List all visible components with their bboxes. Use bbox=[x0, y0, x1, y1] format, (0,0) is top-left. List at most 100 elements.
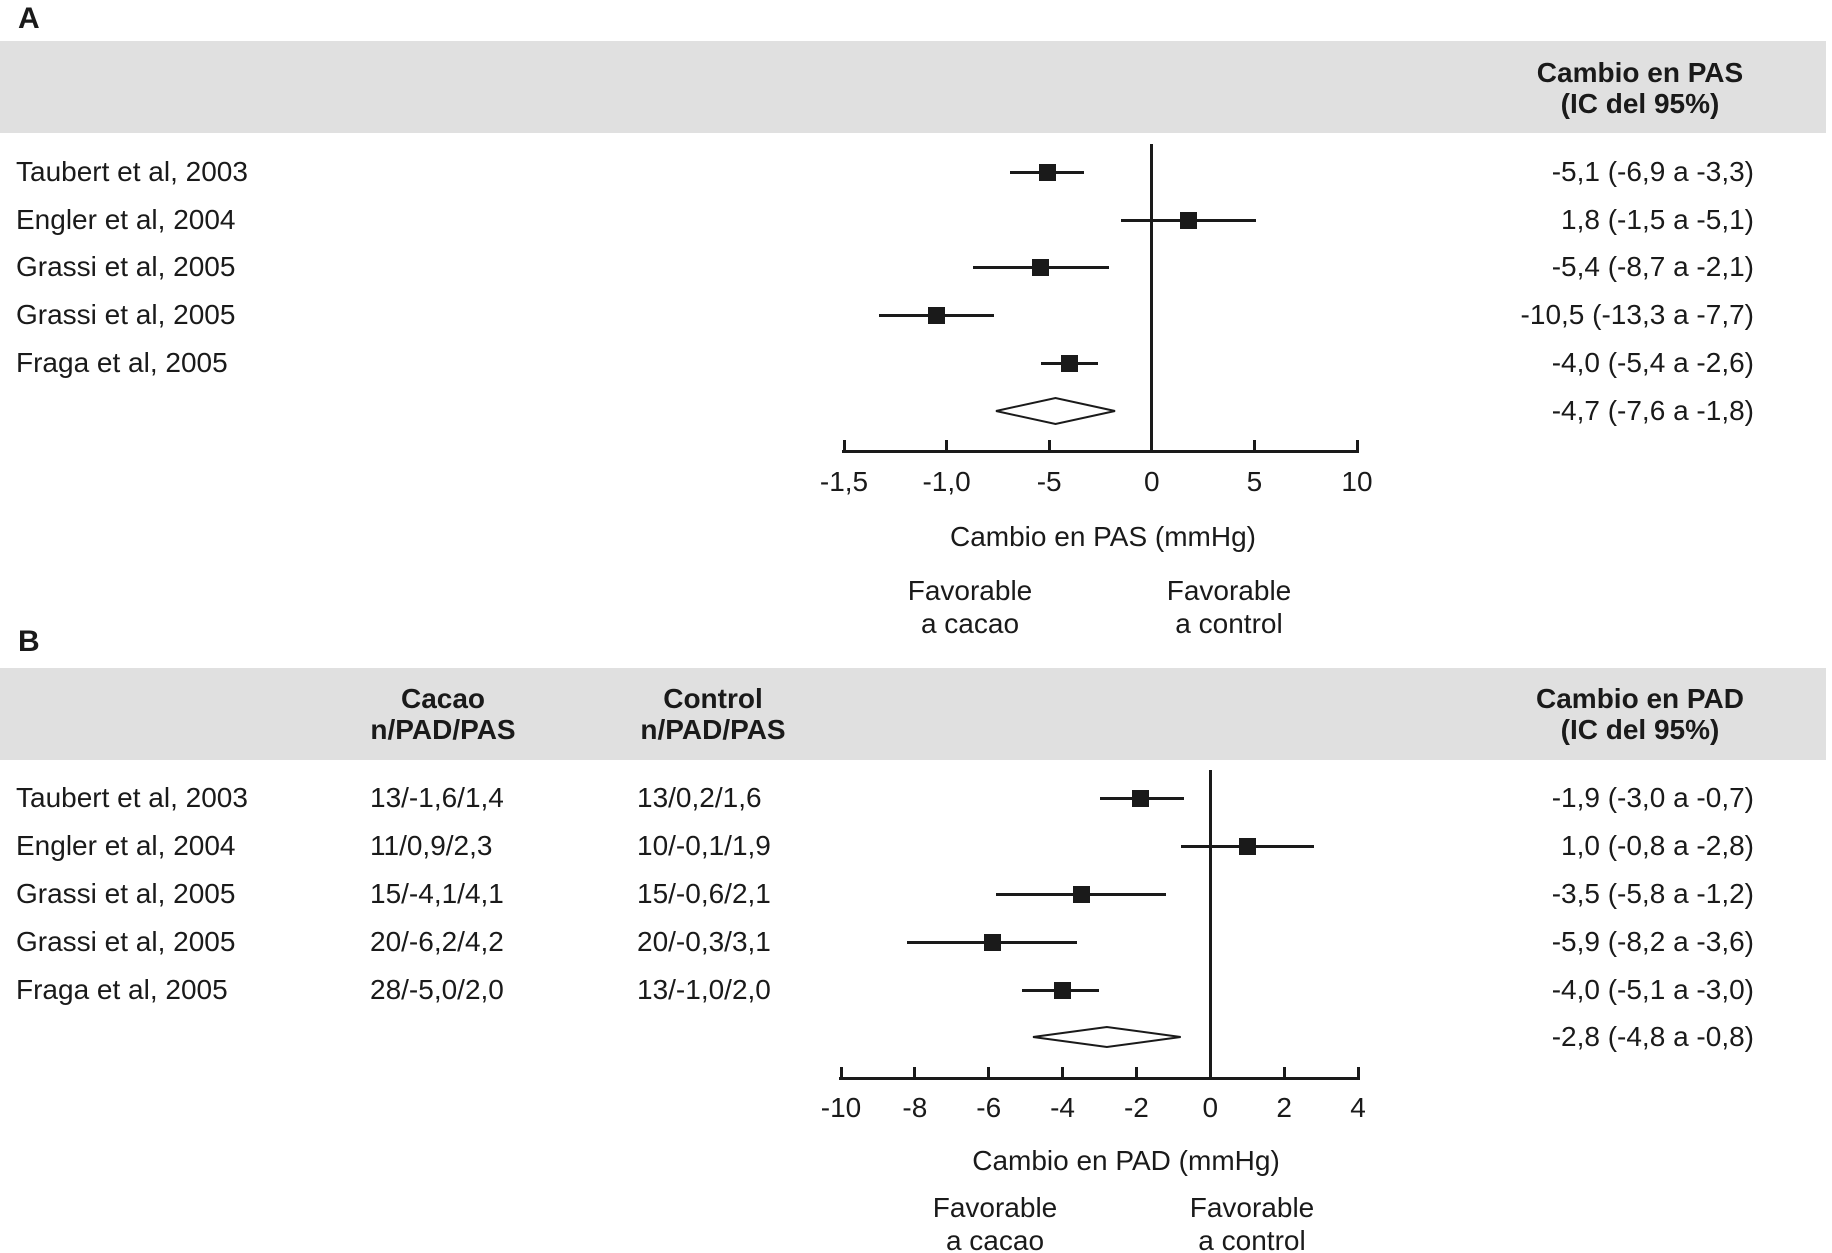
control-value-cell: 13/-1,0/2,0 bbox=[637, 974, 771, 1005]
effect-estimate-square bbox=[1072, 885, 1090, 903]
cacao-value-cell: 20/-6,2/4,2 bbox=[370, 926, 504, 957]
cacao-value-cell: 13/-1,6/1,4 bbox=[370, 782, 504, 813]
control-value-cell: 10/-0,1/1,9 bbox=[637, 830, 771, 861]
axis-tick bbox=[1061, 1067, 1065, 1077]
axis-tick bbox=[839, 1067, 843, 1077]
panel-a-label: A bbox=[18, 2, 40, 35]
panel-b-effect-header-line1: Cambio en PAD bbox=[1536, 683, 1744, 714]
effect-estimate-text: -5,4 (-8,7 a -2,1) bbox=[1551, 251, 1754, 282]
favorable-line1: Favorable bbox=[1166, 575, 1292, 606]
panel-b-effect-column-header: Cambio en PAD (IC del 95%) bbox=[1485, 683, 1795, 745]
effect-estimate-text: -4,0 (-5,4 a -2,6) bbox=[1551, 347, 1754, 378]
panel-b-effect-header-line2: (IC del 95%) bbox=[1560, 714, 1720, 745]
axis-tick bbox=[1134, 1067, 1138, 1077]
favorable-line2: a control bbox=[1175, 608, 1283, 639]
axis-tick bbox=[1356, 1067, 1360, 1077]
cacao-value-cell: 15/-4,1/4,1 bbox=[370, 878, 504, 909]
cacao-header-line1: Cacao bbox=[400, 683, 486, 714]
cacao-value-cell: 28/-5,0/2,0 bbox=[370, 974, 504, 1005]
axis-tick bbox=[1150, 440, 1154, 450]
effect-estimate-text: -3,5 (-5,8 a -1,2) bbox=[1551, 878, 1754, 909]
axis-tick-label: -4 bbox=[1050, 1092, 1076, 1123]
study-name-label: Taubert et al, 2003 bbox=[16, 156, 248, 187]
control-value-cell: 15/-0,6/2,1 bbox=[637, 878, 771, 909]
panel-a-effect-header-line2: (IC del 95%) bbox=[1560, 88, 1720, 119]
favorable-line1: Favorable bbox=[932, 1192, 1058, 1223]
axis-tick-label: 4 bbox=[1350, 1092, 1366, 1123]
study-name-label: Engler et al, 2004 bbox=[16, 204, 236, 235]
control-value-cell: 20/-0,3/3,1 bbox=[637, 926, 771, 957]
panel-b-control-column-header: Control n/PAD/PAS bbox=[563, 683, 863, 745]
axis-tick bbox=[842, 440, 846, 450]
panel-b-favorable-cacao-label: Favorable a cacao bbox=[845, 1191, 1145, 1253]
axis-tick-label: -6 bbox=[976, 1092, 1002, 1123]
axis-tick-label: 0 bbox=[1202, 1092, 1219, 1123]
pooled-diamond-shape bbox=[995, 396, 1116, 426]
x-axis-line bbox=[842, 450, 1359, 453]
control-header-line2: n/PAD/PAS bbox=[640, 714, 786, 745]
axis-tick bbox=[1208, 1067, 1212, 1077]
panel-a-effect-header-line1: Cambio en PAS bbox=[1536, 57, 1744, 88]
effect-estimate-square bbox=[1038, 163, 1056, 181]
x-axis-line bbox=[839, 1077, 1360, 1080]
effect-estimate-square bbox=[1032, 258, 1050, 276]
axis-tick bbox=[1252, 440, 1256, 450]
panel-b-header-band bbox=[0, 668, 1826, 760]
cacao-header-line2: n/PAD/PAS bbox=[370, 714, 516, 745]
effect-estimate-text: -5,1 (-6,9 a -3,3) bbox=[1551, 156, 1754, 187]
control-header-line1: Control bbox=[663, 683, 763, 714]
favorable-line2: a cacao bbox=[920, 608, 1020, 639]
effect-estimate-text: -10,5 (-13,3 a -7,7) bbox=[1520, 299, 1754, 330]
panel-b-axis-title: Cambio en PAD (mmHg) bbox=[972, 1145, 1280, 1176]
study-name-label: Engler et al, 2004 bbox=[16, 830, 236, 861]
study-name-label: Taubert et al, 2003 bbox=[16, 782, 248, 813]
effect-estimate-text: -5,9 (-8,2 a -3,6) bbox=[1551, 926, 1754, 957]
pooled-effect-diamond bbox=[1032, 1025, 1181, 1049]
panel-b-label: B bbox=[18, 625, 40, 658]
zero-reference-line bbox=[1150, 144, 1154, 453]
favorable-line1: Favorable bbox=[907, 575, 1033, 606]
axis-tick bbox=[1047, 440, 1051, 450]
study-name-label: Grassi et al, 2005 bbox=[16, 878, 236, 909]
effect-estimate-square bbox=[1180, 211, 1198, 229]
pooled-effect-text: -4,7 (-7,6 a -1,8) bbox=[1551, 395, 1754, 426]
axis-tick-label: -5 bbox=[1036, 466, 1062, 497]
axis-tick bbox=[987, 1067, 991, 1077]
axis-tick bbox=[945, 440, 949, 450]
effect-estimate-text: -4,0 (-5,1 a -3,0) bbox=[1551, 974, 1754, 1005]
axis-tick-label: -2 bbox=[1123, 1092, 1149, 1123]
axis-tick-label: 0 bbox=[1144, 466, 1160, 497]
effect-estimate-text: -1,9 (-3,0 a -0,7) bbox=[1551, 782, 1754, 813]
panel-a-favorable-cacao-label: Favorable a cacao bbox=[820, 574, 1120, 640]
panel-b-favorable-control-label: Favorable a control bbox=[1102, 1191, 1402, 1253]
control-value-cell: 13/0,2/1,6 bbox=[637, 782, 762, 813]
favorable-line2: a cacao bbox=[945, 1225, 1045, 1253]
axis-tick bbox=[1282, 1067, 1286, 1077]
axis-tick-label: -10 bbox=[820, 1092, 862, 1123]
favorable-line2: a control bbox=[1198, 1225, 1306, 1253]
pooled-effect-text: -2,8 (-4,8 a -0,8) bbox=[1551, 1021, 1754, 1052]
effect-estimate-square bbox=[927, 306, 945, 324]
panel-b-cacao-column-header: Cacao n/PAD/PAS bbox=[293, 683, 593, 745]
effect-estimate-text: 1,8 (-1,5 a -5,1) bbox=[1561, 204, 1754, 235]
axis-tick-label: 10 bbox=[1341, 466, 1373, 497]
study-name-label: Grassi et al, 2005 bbox=[16, 299, 236, 330]
axis-tick-label: 5 bbox=[1246, 466, 1263, 497]
pooled-effect-diamond bbox=[995, 396, 1116, 426]
study-name-label: Fraga et al, 2005 bbox=[16, 974, 228, 1005]
pooled-diamond-shape bbox=[1032, 1025, 1181, 1049]
axis-tick-label: -1,5 bbox=[819, 466, 869, 497]
panel-a-effect-column-header: Cambio en PAS (IC del 95%) bbox=[1485, 57, 1795, 119]
effect-estimate-square bbox=[983, 933, 1001, 951]
axis-tick-label: -8 bbox=[902, 1092, 928, 1123]
effect-estimate-square bbox=[1054, 981, 1072, 999]
axis-tick-label: -1,0 bbox=[922, 466, 971, 497]
zero-reference-line bbox=[1208, 770, 1212, 1080]
axis-tick bbox=[1355, 440, 1359, 450]
favorable-line1: Favorable bbox=[1189, 1192, 1315, 1223]
study-name-label: Grassi et al, 2005 bbox=[16, 251, 236, 282]
panel-a-axis-title: Cambio en PAS (mmHg) bbox=[949, 521, 1256, 552]
cacao-value-cell: 11/0,9/2,3 bbox=[370, 830, 493, 861]
panel-a-favorable-control-label: Favorable a control bbox=[1079, 574, 1379, 640]
